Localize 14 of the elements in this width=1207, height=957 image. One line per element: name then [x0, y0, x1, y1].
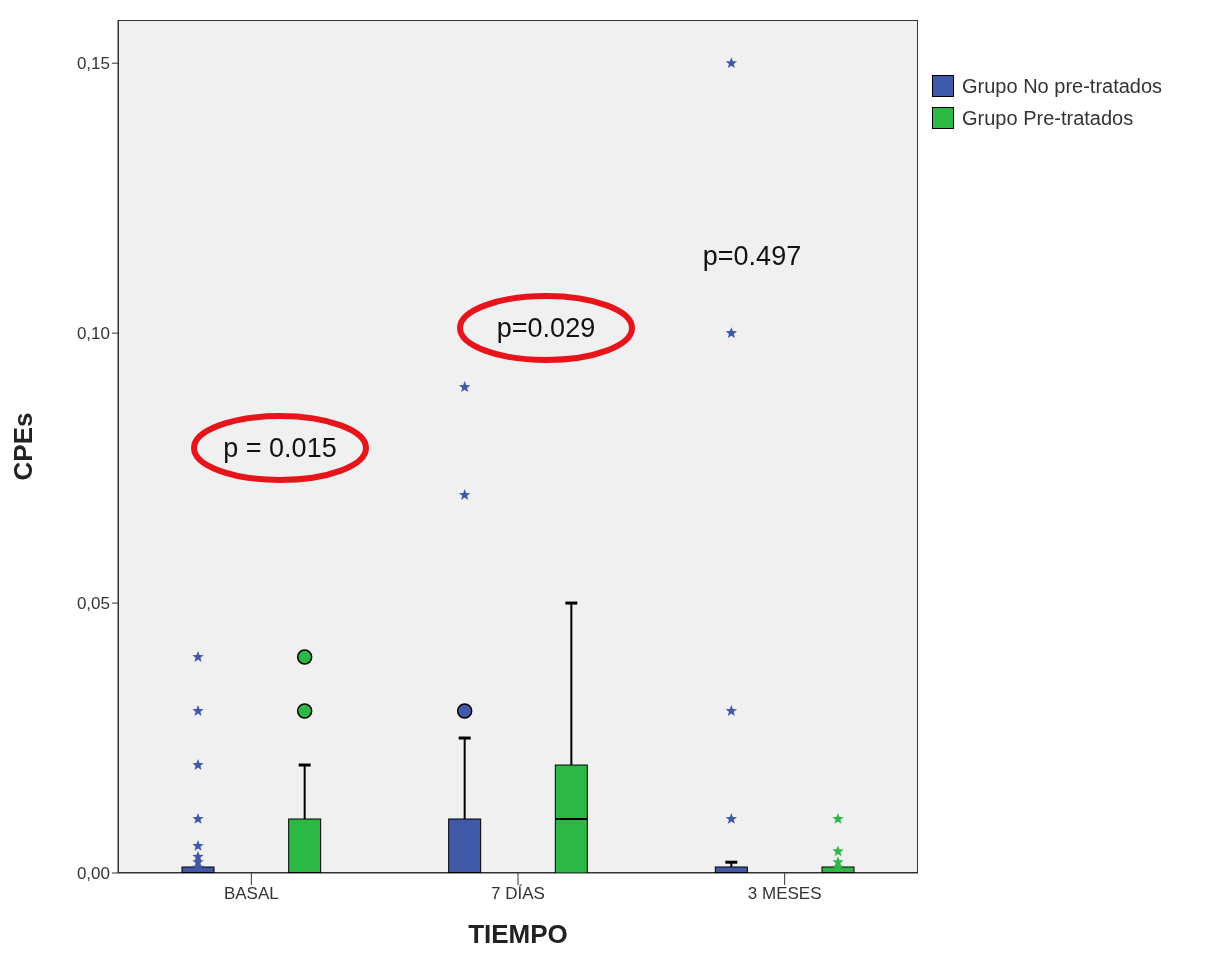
legend-label: Grupo Pre-tratados [962, 106, 1134, 130]
x-axis-title: TIEMPO [468, 919, 568, 949]
y-tick-label: 0,00 [76, 864, 110, 884]
y-tick-label: 0,15 [76, 54, 110, 74]
annotation: p=0.497 [701, 240, 803, 273]
y-tick-label: 0,05 [76, 594, 110, 614]
x-tick-label: 7 DÍAS [491, 884, 545, 904]
annotation: p = 0.015 [222, 432, 338, 465]
y-axis-title: CPEs [8, 412, 39, 481]
x-tick-label: BASAL [223, 884, 279, 904]
legend-label: Grupo No pre-tratados [962, 74, 1163, 98]
x-tick-label: 3 MESES [747, 884, 822, 904]
y-tick-label: 0,10 [76, 324, 110, 344]
annotation: p=0.029 [495, 312, 597, 345]
